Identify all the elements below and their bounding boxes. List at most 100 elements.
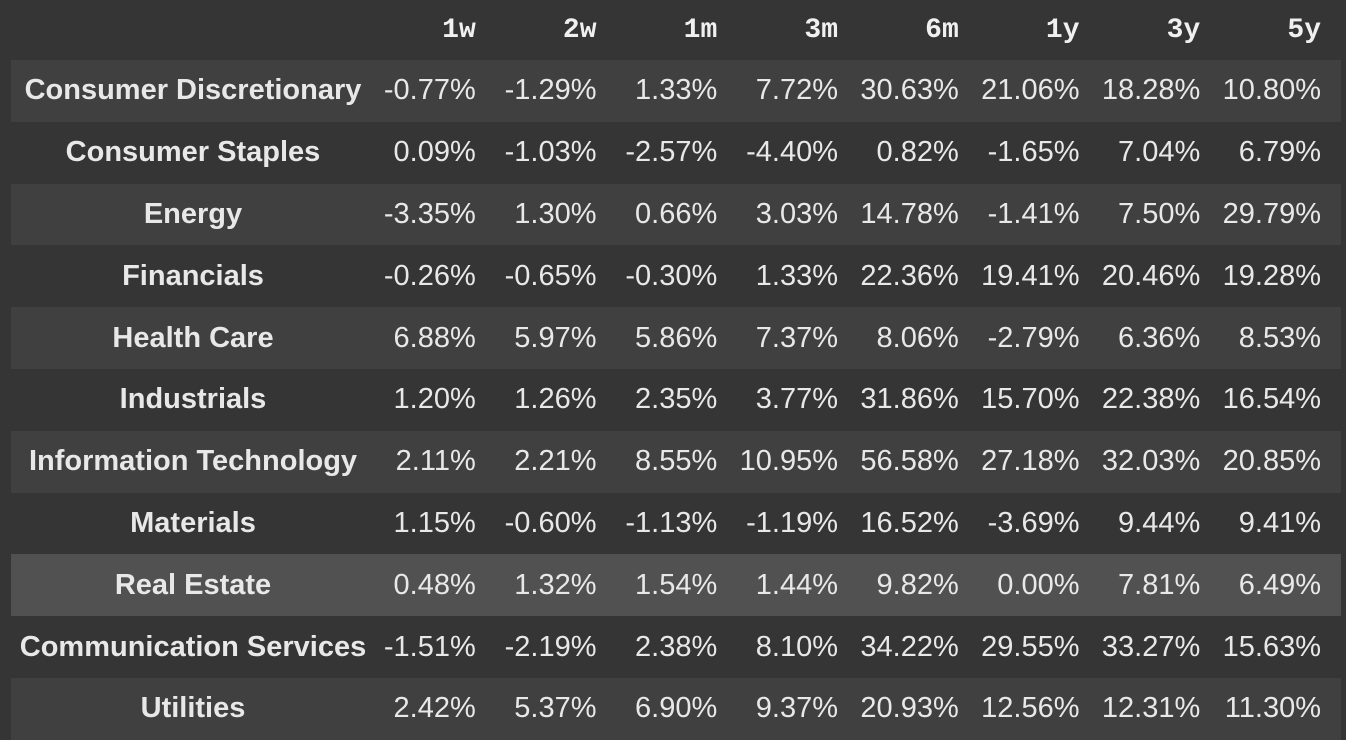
table-row[interactable]: Real Estate 0.48% 1.32% 1.54% 1.44% 9.82… <box>11 554 1341 617</box>
value-cell: 10.95% <box>739 445 838 478</box>
column-header-1m[interactable]: 1m <box>683 14 718 46</box>
table-row[interactable]: Information Technology 2.11% 2.21% 8.55%… <box>11 430 1341 493</box>
sector-label: Information Technology <box>28 445 358 478</box>
value-cell: 30.63% <box>860 74 959 107</box>
value-cell: 31.86% <box>860 383 959 416</box>
value-cell: 7.04% <box>1118 136 1201 169</box>
table-row[interactable]: Utilities 2.42% 5.37% 6.90% 9.37% 20.93%… <box>11 677 1341 740</box>
value-cell: 1.26% <box>514 383 597 416</box>
value-cell: 3.03% <box>755 197 838 230</box>
value-cell: 56.58% <box>860 445 959 478</box>
value-cell: -1.29% <box>504 74 597 107</box>
table-body: Consumer Discretionary -0.77% -1.29% 1.3… <box>11 60 1341 740</box>
value-cell: 20.46% <box>1101 259 1201 292</box>
value-cell: 5.86% <box>635 321 718 354</box>
value-cell: -1.13% <box>625 506 718 539</box>
value-cell: -1.41% <box>987 197 1080 230</box>
column-header-2w[interactable]: 2w <box>562 14 597 46</box>
value-cell: 6.90% <box>635 692 718 725</box>
table-row[interactable]: Financials -0.26% -0.65% -0.30% 1.33% 22… <box>11 245 1341 307</box>
column-header-3m[interactable]: 3m <box>804 14 838 46</box>
value-cell: 7.37% <box>755 321 838 354</box>
value-cell: 8.10% <box>755 630 838 663</box>
value-cell: -1.65% <box>987 136 1080 169</box>
column-header-3y[interactable]: 3y <box>1166 14 1201 46</box>
value-cell: 9.41% <box>1238 506 1321 539</box>
value-cell: 2.42% <box>393 692 476 725</box>
sector-label: Financials <box>122 259 264 292</box>
value-cell: 0.09% <box>393 136 476 169</box>
value-cell: 0.48% <box>393 568 476 601</box>
value-cell: 1.54% <box>635 568 718 601</box>
value-cell: 15.63% <box>1222 630 1321 663</box>
value-cell: 19.28% <box>1222 259 1321 292</box>
value-cell: 8.53% <box>1238 321 1321 354</box>
value-cell: -3.69% <box>987 506 1080 539</box>
value-cell: -3.35% <box>383 197 476 230</box>
corner-cell <box>11 0 375 60</box>
column-header-6m[interactable]: 6m <box>925 14 959 46</box>
value-cell: -2.57% <box>625 136 718 169</box>
value-cell: 18.28% <box>1101 74 1201 107</box>
value-cell: 9.44% <box>1118 506 1201 539</box>
value-cell: 29.79% <box>1222 197 1321 230</box>
value-cell: -0.60% <box>504 506 597 539</box>
table-row[interactable]: Consumer Staples 0.09% -1.03% -2.57% -4.… <box>11 122 1341 184</box>
value-cell: 1.33% <box>755 259 838 292</box>
table-row[interactable]: Health Care 6.88% 5.97% 5.86% 7.37% 8.06… <box>11 307 1341 369</box>
sector-label: Materials <box>130 506 256 539</box>
value-cell: 1.20% <box>393 383 476 416</box>
sector-label: Industrials <box>119 383 267 416</box>
value-cell: 6.36% <box>1118 321 1201 354</box>
column-header-1w[interactable]: 1w <box>442 14 476 46</box>
sector-label: Communication Services <box>19 630 367 663</box>
value-cell: 12.56% <box>981 692 1080 725</box>
value-cell: 2.11% <box>395 445 476 478</box>
value-cell: 7.50% <box>1118 197 1201 230</box>
sector-label: Utilities <box>140 692 246 725</box>
sector-performance-table: 1w 2w 1m 3m 6m 1y 3y 5y Consumer Discret… <box>11 0 1341 740</box>
value-cell: 5.97% <box>514 321 597 354</box>
value-cell: 5.37% <box>514 692 597 725</box>
value-cell: 2.38% <box>635 630 718 663</box>
value-cell: -0.65% <box>504 259 597 292</box>
value-cell: 22.38% <box>1101 383 1201 416</box>
value-cell: 8.06% <box>876 321 959 354</box>
value-cell: -0.77% <box>383 74 476 107</box>
table-row[interactable]: Materials 1.15% -0.60% -1.13% -1.19% 16.… <box>11 493 1341 555</box>
value-cell: 0.82% <box>876 136 959 169</box>
performance-table: 1w 2w 1m 3m 6m 1y 3y 5y Consumer Discret… <box>11 0 1341 740</box>
value-cell: 8.55% <box>635 445 718 478</box>
value-cell: 3.77% <box>755 383 838 416</box>
value-cell: 16.52% <box>860 506 959 539</box>
table-row[interactable]: Communication Services -1.51% -2.19% 2.3… <box>11 616 1341 678</box>
value-cell: 19.41% <box>981 259 1080 292</box>
value-cell: 6.49% <box>1238 568 1321 601</box>
column-header-5y[interactable]: 5y <box>1287 14 1321 46</box>
value-cell: 22.36% <box>860 259 959 292</box>
value-cell: -4.40% <box>746 136 838 169</box>
sector-label: Real Estate <box>114 568 272 601</box>
value-cell: 1.44% <box>755 568 838 601</box>
table-row[interactable]: Consumer Discretionary -0.77% -1.29% 1.3… <box>11 60 1341 122</box>
value-cell: -1.03% <box>504 136 597 169</box>
table-row[interactable]: Energy -3.35% 1.30% 0.66% 3.03% 14.78% -… <box>11 183 1341 246</box>
value-cell: 1.32% <box>514 568 597 601</box>
value-cell: 7.72% <box>755 74 838 107</box>
table-row[interactable]: Industrials 1.20% 1.26% 2.35% 3.77% 31.8… <box>11 369 1341 431</box>
value-cell: -1.19% <box>746 506 838 539</box>
header-row: 1w 2w 1m 3m 6m 1y 3y 5y <box>11 0 1341 60</box>
sector-label: Consumer Discretionary <box>24 74 362 107</box>
value-cell: 2.21% <box>514 445 597 478</box>
value-cell: -0.26% <box>383 259 476 292</box>
value-cell: 1.15% <box>393 506 476 539</box>
value-cell: 0.66% <box>635 197 718 230</box>
value-cell: 33.27% <box>1101 630 1201 663</box>
column-header-1y[interactable]: 1y <box>1045 14 1080 46</box>
value-cell: -2.19% <box>504 630 597 663</box>
value-cell: 1.33% <box>635 74 718 107</box>
value-cell: 15.70% <box>981 383 1080 416</box>
sector-label: Health Care <box>112 321 274 354</box>
value-cell: 9.82% <box>876 568 959 601</box>
value-cell: 10.80% <box>1222 74 1321 107</box>
